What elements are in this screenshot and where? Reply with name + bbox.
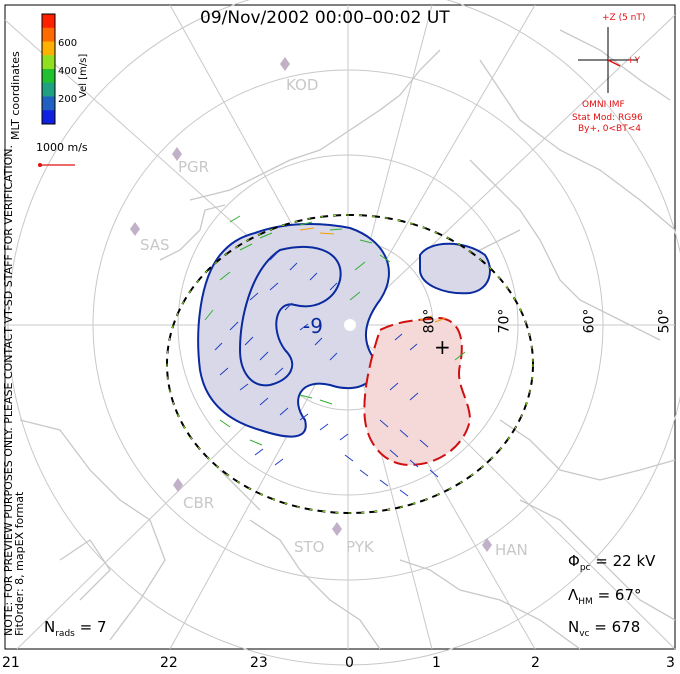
colorbar-segment: [42, 14, 55, 29]
station-sas: SAS: [140, 236, 170, 254]
mlt-tick-2: 2: [531, 655, 540, 671]
imf-y-label: +Y: [627, 56, 641, 66]
dawn-cell: [363, 316, 472, 467]
lat-label-80: 80°: [421, 308, 438, 334]
mlt-tick-1: 1: [432, 655, 441, 671]
mlt-tick-21: 21: [2, 655, 20, 671]
lat-label-60: 60°: [581, 308, 598, 334]
potential-max-marker: +: [434, 335, 451, 359]
imf-source: OMNI IMF: [582, 100, 625, 110]
station-cbr: CBR: [183, 494, 215, 512]
station-markers: [130, 57, 492, 552]
potential-min-label: -9: [303, 314, 323, 338]
coastlines: [19, 29, 676, 650]
colorbar-segment: [42, 110, 55, 125]
dawn-small-cell: [419, 242, 491, 295]
imf-z-label: +Z (5 nT): [602, 13, 646, 23]
station-pgr: PGR: [178, 158, 210, 176]
radar-count: Nrads = 7: [44, 618, 107, 639]
imf-model: Stat Mod: RG96: [572, 113, 643, 123]
colorbar-tick-400: 400: [58, 66, 78, 77]
fitorder-note: FitOrder: 8, mapEX format: [13, 491, 26, 636]
colorbar: [41, 13, 56, 125]
velocity-vectors: [204, 215, 466, 497]
imf-condition: By+, 0<BT<4: [578, 124, 641, 134]
mlt-coordinates-note: MLT coordinates: [9, 51, 22, 140]
mlt-tick-23: 23: [250, 655, 268, 671]
mlt-tick-22: 22: [160, 655, 178, 671]
station-han: HAN: [495, 541, 528, 559]
station-sto: STO: [294, 538, 325, 556]
colorbar-tick-600: 600: [58, 38, 78, 49]
hm-latitude: ΛHM = 67°: [568, 586, 642, 607]
cross-polar-potential: Φpc = 22 kV: [568, 552, 656, 573]
dusk-cell: [197, 223, 390, 438]
mlt-tick-0: 0: [345, 655, 354, 671]
scale-vector-label: 1000 m/s: [36, 141, 88, 154]
lat-label-70: 70°: [496, 308, 513, 334]
imf-clock: [578, 27, 638, 93]
colorbar-segment: [42, 41, 55, 56]
station-kod: KOD: [286, 76, 319, 94]
lat-label-50: 50°: [656, 308, 673, 334]
dusk-inner-contour: [238, 245, 342, 387]
colorbar-label: Vel [m/s]: [78, 53, 89, 98]
colorbar-segment: [42, 82, 55, 97]
vector-count: Nvc = 678: [568, 618, 641, 639]
geomagnetic-pole: [344, 319, 356, 331]
plot-frame: [4, 4, 676, 650]
colorbar-segment: [42, 27, 55, 42]
station-pyk: PYK: [346, 538, 374, 556]
colorbar-segment: [42, 96, 55, 111]
map-title: 09/Nov/2002 00:00–00:02 UT: [200, 8, 450, 28]
colorbar-border: [41, 13, 56, 125]
colorbar-tick-200: 200: [58, 94, 78, 105]
mlt-tick-3: 3: [666, 655, 675, 671]
colorbar-segment: [42, 55, 55, 70]
colorbar-segment: [42, 69, 55, 84]
